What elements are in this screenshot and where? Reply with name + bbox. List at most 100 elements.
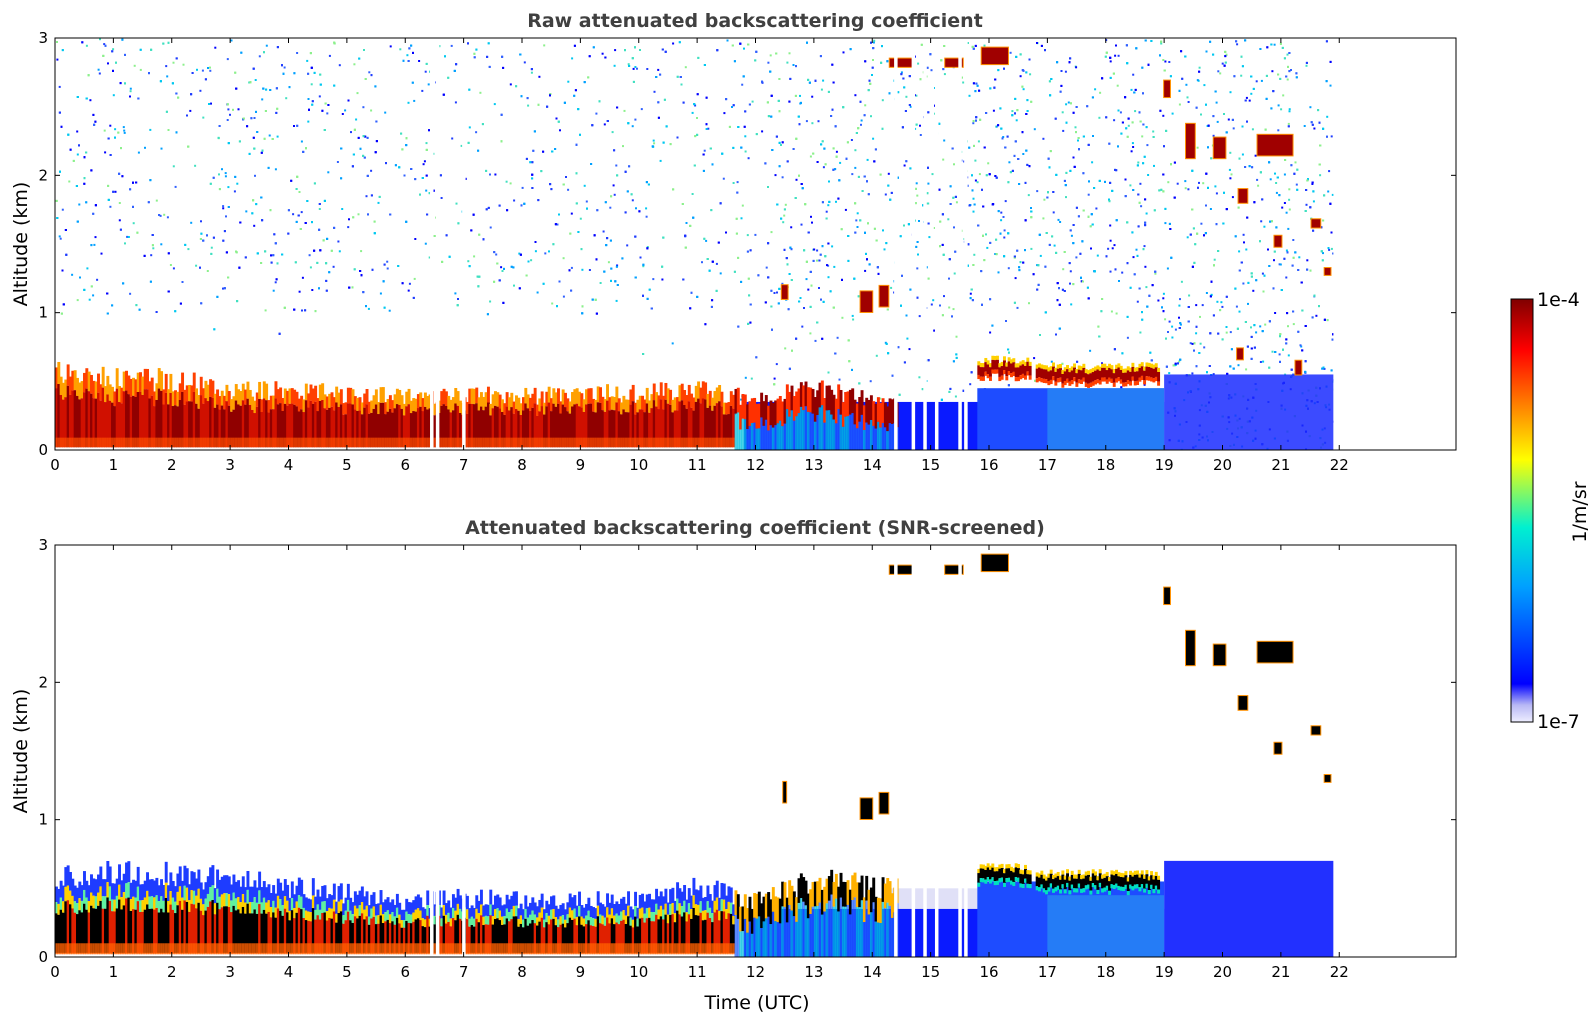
bl-column: [356, 397, 360, 411]
noise-speck: [362, 106, 365, 109]
noise-speck: [1298, 256, 1301, 259]
noise-speck: [1168, 320, 1171, 323]
bl-column: [405, 391, 409, 407]
noise-speck: [311, 289, 314, 291]
noise-speck: [750, 377, 753, 380]
bl-column: [213, 393, 217, 408]
noise-speck: [1165, 129, 1168, 132]
noise-speck: [79, 276, 81, 279]
noise-speck: [916, 194, 919, 197]
bl-column: [307, 437, 311, 448]
bl-column: [216, 389, 220, 405]
bl-column: [330, 406, 334, 448]
noise-speck: [551, 150, 554, 153]
noise-speck: [919, 78, 922, 81]
noise-speck: [851, 314, 854, 317]
noise-speck: [646, 247, 649, 250]
noise-speck: [1151, 284, 1154, 287]
bl-column: [206, 437, 210, 448]
noise-speck: [261, 219, 264, 222]
noise-speck: [775, 135, 778, 138]
noise-speck: [1024, 249, 1026, 252]
noise-speck: [818, 287, 820, 289]
noise-speck: [887, 184, 890, 187]
noise-speck: [1153, 164, 1155, 167]
noise-speck: [273, 233, 276, 236]
noise-speck: [1124, 195, 1127, 198]
noise-speck: [751, 100, 754, 103]
noise-speck: [794, 197, 797, 199]
noise-speck: [1287, 354, 1290, 357]
noise-speck: [1112, 72, 1115, 75]
noise-speck: [421, 177, 424, 179]
noise-speck: [106, 292, 109, 295]
bl-column: [323, 394, 327, 409]
bl-column: [318, 437, 322, 448]
noise-speck: [659, 73, 662, 76]
noise-speck: [1205, 172, 1208, 175]
noise-speck: [191, 72, 194, 74]
noise-speck: [1021, 131, 1024, 134]
bl-column: [125, 390, 128, 448]
noise-speck: [126, 235, 129, 238]
noise-speck: [1288, 198, 1291, 201]
noise-speck: [210, 252, 213, 255]
noise-speck: [604, 201, 607, 204]
noise-speck: [988, 173, 991, 176]
noise-speck: [1093, 270, 1096, 273]
noise-speck: [274, 168, 277, 171]
noise-speck: [1288, 52, 1291, 54]
noise-speck: [650, 307, 653, 310]
noise-speck: [1139, 120, 1142, 123]
noise-speck: [1283, 173, 1286, 176]
noise-speck: [1232, 127, 1235, 130]
noise-speck: [610, 279, 612, 282]
bl-column: [398, 404, 402, 448]
noise-speck: [253, 224, 256, 227]
noise-speck: [93, 123, 96, 126]
noise-speck: [1049, 94, 1052, 97]
noise-speck: [1282, 348, 1284, 351]
noise-speck: [602, 230, 605, 233]
noise-speck: [1304, 210, 1307, 212]
bl-column: [157, 388, 161, 448]
noise-speck: [1064, 70, 1067, 73]
noise-speck: [1114, 168, 1116, 171]
noise-speck: [626, 244, 629, 247]
noise-speck: [891, 374, 894, 377]
noise-speck: [1290, 69, 1292, 71]
noise-speck: [523, 61, 526, 64]
noise-speck: [778, 110, 781, 113]
bl-column: [183, 437, 187, 448]
noise-speck: [749, 321, 752, 324]
noise-speck: [210, 102, 212, 105]
bl-column: [346, 387, 350, 404]
noise-speck: [344, 109, 347, 112]
noise-speck: [828, 180, 830, 183]
noise-speck: [868, 263, 871, 266]
noise-speck: [870, 115, 872, 118]
noise-speck: [356, 92, 359, 95]
noise-speck: [283, 306, 286, 309]
noise-speck: [1312, 190, 1315, 193]
noise-speck: [563, 101, 566, 104]
noise-speck: [1176, 182, 1179, 185]
noise-speck: [681, 203, 684, 205]
noise-speck: [498, 204, 501, 207]
noise-speck: [293, 308, 296, 311]
noise-speck: [775, 52, 778, 55]
noise-speck: [680, 83, 683, 86]
bl-column: [115, 437, 119, 448]
noise-speck: [1261, 330, 1264, 333]
noise-speck: [624, 211, 627, 214]
bl-column: [118, 402, 121, 448]
noise-speck: [405, 220, 408, 223]
noise-speck: [1326, 135, 1328, 138]
noise-speck: [1238, 310, 1241, 313]
bl-column: [230, 437, 234, 448]
noise-speck: [693, 103, 696, 106]
noise-speck: [954, 395, 957, 398]
noise-speck: [549, 183, 552, 186]
noise-speck: [118, 172, 121, 175]
bl-column: [125, 437, 128, 448]
